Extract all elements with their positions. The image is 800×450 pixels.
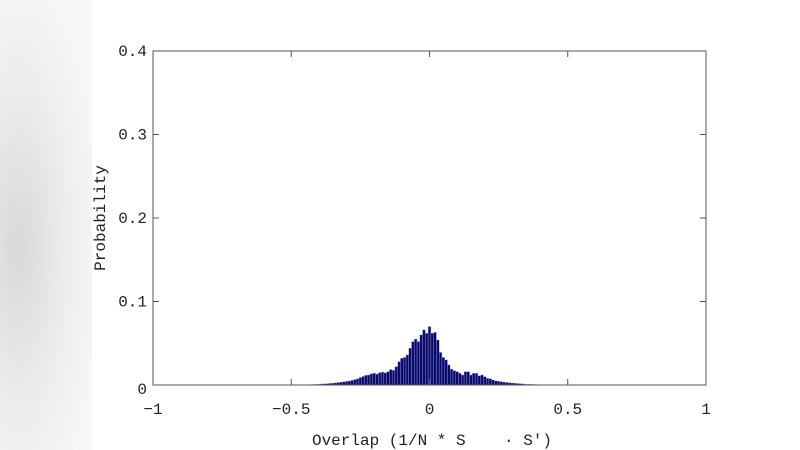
- histogram-bar: [483, 376, 487, 386]
- histogram-bar: [367, 374, 371, 386]
- histogram-bar: [408, 348, 412, 386]
- histogram-bar: [455, 371, 459, 386]
- histogram-bar: [378, 372, 382, 386]
- histogram-bar: [347, 380, 351, 386]
- histogram-bar: [419, 334, 423, 386]
- histogram-bar: [403, 357, 407, 386]
- histogram-bar: [488, 378, 492, 386]
- x-tick-label: 0.5: [553, 401, 582, 419]
- histogram-bar: [425, 333, 429, 386]
- histogram-bar: [497, 381, 501, 386]
- histogram-bar: [350, 380, 354, 386]
- histogram-bar: [372, 372, 376, 386]
- x-tick-label: 0: [425, 401, 435, 419]
- histogram-bar: [414, 338, 418, 386]
- histogram-bar: [356, 378, 360, 386]
- histogram-bar: [491, 379, 495, 386]
- bars: [303, 326, 556, 386]
- histogram-bar: [444, 359, 448, 386]
- histogram-bar: [463, 371, 468, 386]
- histogram-bar: [430, 333, 434, 386]
- histogram-bar: [375, 373, 379, 386]
- x-tick-label: −0.5: [272, 401, 310, 419]
- histogram-bar: [452, 370, 456, 386]
- histogram-bar: [450, 368, 454, 386]
- histogram-bar: [427, 326, 432, 386]
- y-tick-label: 0.1: [118, 294, 147, 312]
- histogram-bar: [394, 366, 398, 386]
- histogram-bar: [391, 370, 396, 386]
- histogram-bar: [389, 369, 393, 386]
- histogram-bar: [433, 332, 437, 386]
- histogram-bar: [494, 380, 498, 386]
- histogram-bar: [353, 379, 357, 386]
- histogram-bar: [405, 354, 409, 386]
- histogram-bar: [358, 377, 362, 386]
- x-axis-label: Overlap (1/N * S · S′): [312, 432, 552, 450]
- histogram-bar: [466, 371, 470, 386]
- background-blur: [0, 0, 92, 450]
- histogram-bar: [397, 361, 401, 386]
- histogram-bar: [411, 341, 415, 386]
- histogram-bar: [480, 374, 484, 386]
- histogram-bar: [458, 373, 462, 386]
- histogram-bar: [438, 352, 443, 386]
- y-tick-label: 0.4: [118, 43, 147, 61]
- histogram-bar: [436, 339, 440, 386]
- histogram-bar: [461, 374, 465, 386]
- histogram-bar: [472, 373, 476, 386]
- histogram-bar: [369, 373, 374, 386]
- histogram-bar: [416, 341, 421, 386]
- y-tick-label: 0: [137, 381, 147, 399]
- histogram-bar: [383, 372, 387, 386]
- histogram-bar: [344, 381, 349, 386]
- x-tick-label: 1: [701, 401, 711, 419]
- histogram-bar: [364, 375, 368, 386]
- x-tick-label: −1: [143, 401, 162, 419]
- histogram-bar: [380, 371, 385, 386]
- histogram-bar: [422, 329, 426, 386]
- histogram-bar: [361, 376, 365, 386]
- histogram-bar: [386, 371, 390, 386]
- y-tick-label: 0.3: [118, 127, 147, 145]
- y-tick-label: 0.2: [118, 210, 147, 228]
- histogram-bar: [441, 357, 445, 386]
- histogram-bar: [474, 373, 479, 386]
- histogram-bar: [400, 358, 404, 386]
- y-axis-label: Probability: [92, 165, 110, 271]
- histogram-bar: [485, 378, 490, 386]
- histogram-bar: [477, 375, 481, 386]
- histogram-bar: [447, 364, 451, 386]
- histogram-bar: [469, 374, 473, 386]
- ticks: −1 −0.5 0 0.5 1 0 0.1 0.2 0.3 0.4: [118, 43, 711, 419]
- histogram-bar: [499, 381, 503, 386]
